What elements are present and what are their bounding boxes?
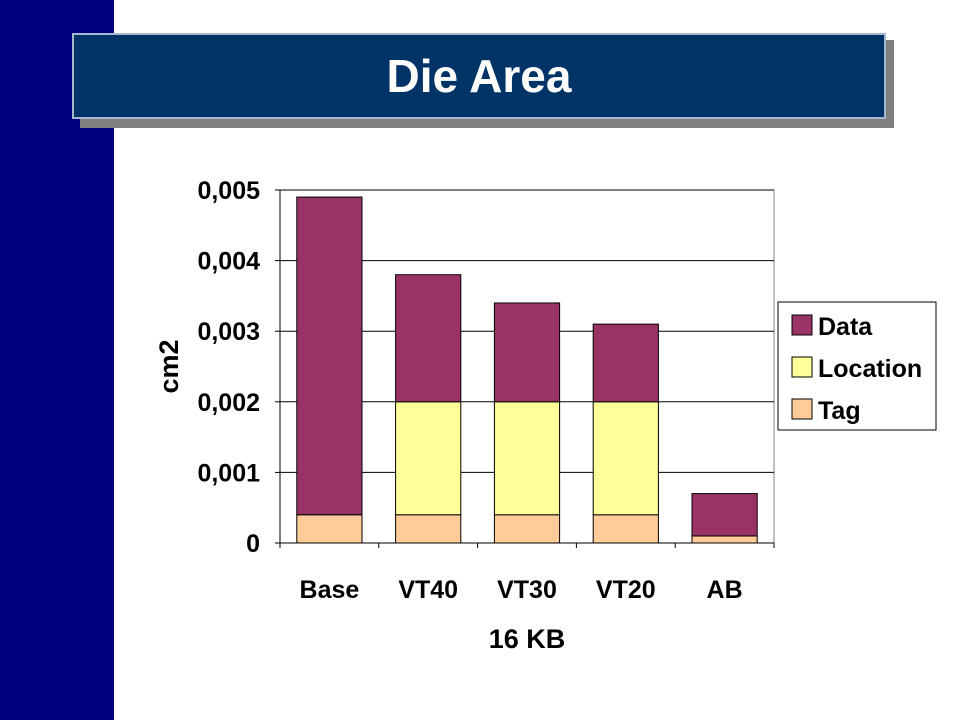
bar-vt40-data	[395, 274, 462, 403]
slide-title: Die Area	[386, 50, 572, 102]
x-tick-label: VT40	[398, 576, 458, 604]
bars	[296, 196, 758, 544]
x-tick-label: VT30	[497, 576, 557, 604]
bar-ab-data	[691, 493, 758, 537]
x-tick-label: AB	[707, 576, 743, 604]
y-tick-label: 0,001	[197, 459, 260, 487]
axes: 0 0,001 0,002 0,003 0,004 0,005 Base VT40 VT30 VT…	[154, 177, 775, 654]
bar-vt20-data	[592, 323, 659, 403]
legend-label-location: Location	[818, 355, 922, 383]
bar-ab-tag	[691, 535, 758, 544]
bar-vt30-tag	[493, 514, 561, 544]
legend-swatch-tag	[791, 398, 813, 420]
bar-vt30-location	[493, 401, 561, 516]
bar-base-tag	[296, 514, 363, 544]
bar-base-data	[296, 196, 363, 516]
bar-vt20-tag	[592, 514, 659, 544]
title-box: Die Area	[72, 33, 886, 119]
y-tick-label: 0,002	[197, 389, 260, 417]
y-tick-label: 0,004	[197, 248, 260, 276]
bar-vt40-location	[395, 401, 462, 516]
legend-label-data: Data	[818, 313, 873, 341]
legend: Data Location Tag	[777, 301, 937, 431]
legend-swatch-data	[791, 314, 813, 336]
y-tick-label: 0,005	[197, 177, 260, 205]
y-tick-label: 0,003	[197, 318, 260, 346]
bar-vt40-tag	[395, 514, 462, 544]
x-axis-title: 16 KB	[489, 624, 566, 654]
legend-label-tag: Tag	[818, 397, 861, 425]
legend-swatch-location	[791, 356, 813, 378]
bar-vt30-data	[493, 302, 561, 403]
bar-vt20-location	[592, 401, 659, 516]
y-tick-label: 0	[246, 530, 260, 558]
y-axis-title: cm2	[154, 339, 184, 393]
x-tick-label: Base	[300, 576, 360, 604]
x-tick-label: VT20	[596, 576, 656, 604]
